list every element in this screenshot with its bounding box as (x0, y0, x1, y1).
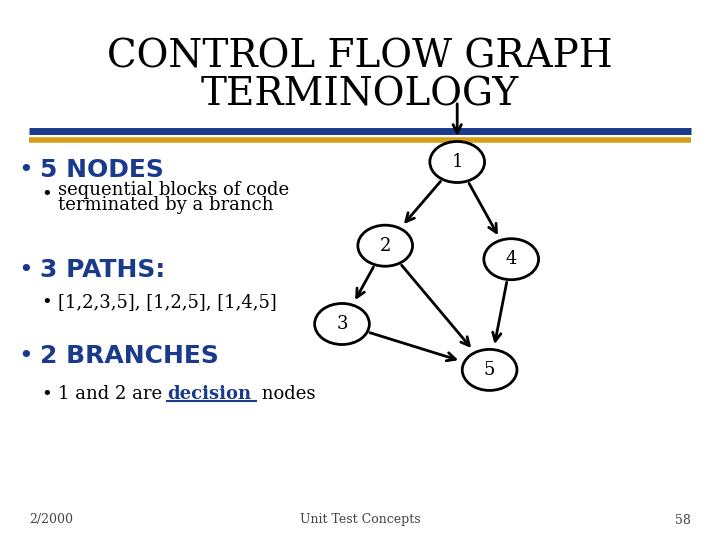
Text: 5: 5 (484, 361, 495, 379)
Text: CONTROL FLOW GRAPH: CONTROL FLOW GRAPH (107, 38, 613, 75)
Text: •: • (42, 185, 52, 204)
Text: •: • (18, 345, 32, 368)
Text: 58: 58 (675, 514, 691, 526)
Text: 1 and 2 are: 1 and 2 are (58, 385, 168, 403)
Text: 4: 4 (505, 250, 517, 268)
Circle shape (430, 141, 485, 183)
Text: 2 BRANCHES: 2 BRANCHES (40, 345, 218, 368)
Text: •: • (42, 385, 52, 403)
Circle shape (484, 239, 539, 280)
Text: 2/2000: 2/2000 (29, 514, 73, 526)
Text: 3 PATHS:: 3 PATHS: (40, 258, 165, 282)
Circle shape (358, 225, 413, 266)
Text: [1,2,3,5], [1,2,5], [1,4,5]: [1,2,3,5], [1,2,5], [1,4,5] (58, 293, 276, 312)
Text: 3: 3 (336, 315, 348, 333)
Text: •: • (42, 293, 52, 312)
Text: 2: 2 (379, 237, 391, 255)
Text: •: • (18, 258, 32, 282)
Circle shape (462, 349, 517, 390)
Text: 1: 1 (451, 153, 463, 171)
Circle shape (315, 303, 369, 345)
Text: sequential blocks of code: sequential blocks of code (58, 181, 289, 199)
Text: nodes: nodes (256, 385, 315, 403)
Text: decision: decision (167, 385, 251, 403)
Text: •: • (18, 158, 32, 182)
Text: terminated by a branch: terminated by a branch (58, 196, 273, 214)
Text: 5 NODES: 5 NODES (40, 158, 163, 182)
Text: TERMINOLOGY: TERMINOLOGY (201, 76, 519, 113)
Text: Unit Test Concepts: Unit Test Concepts (300, 514, 420, 526)
